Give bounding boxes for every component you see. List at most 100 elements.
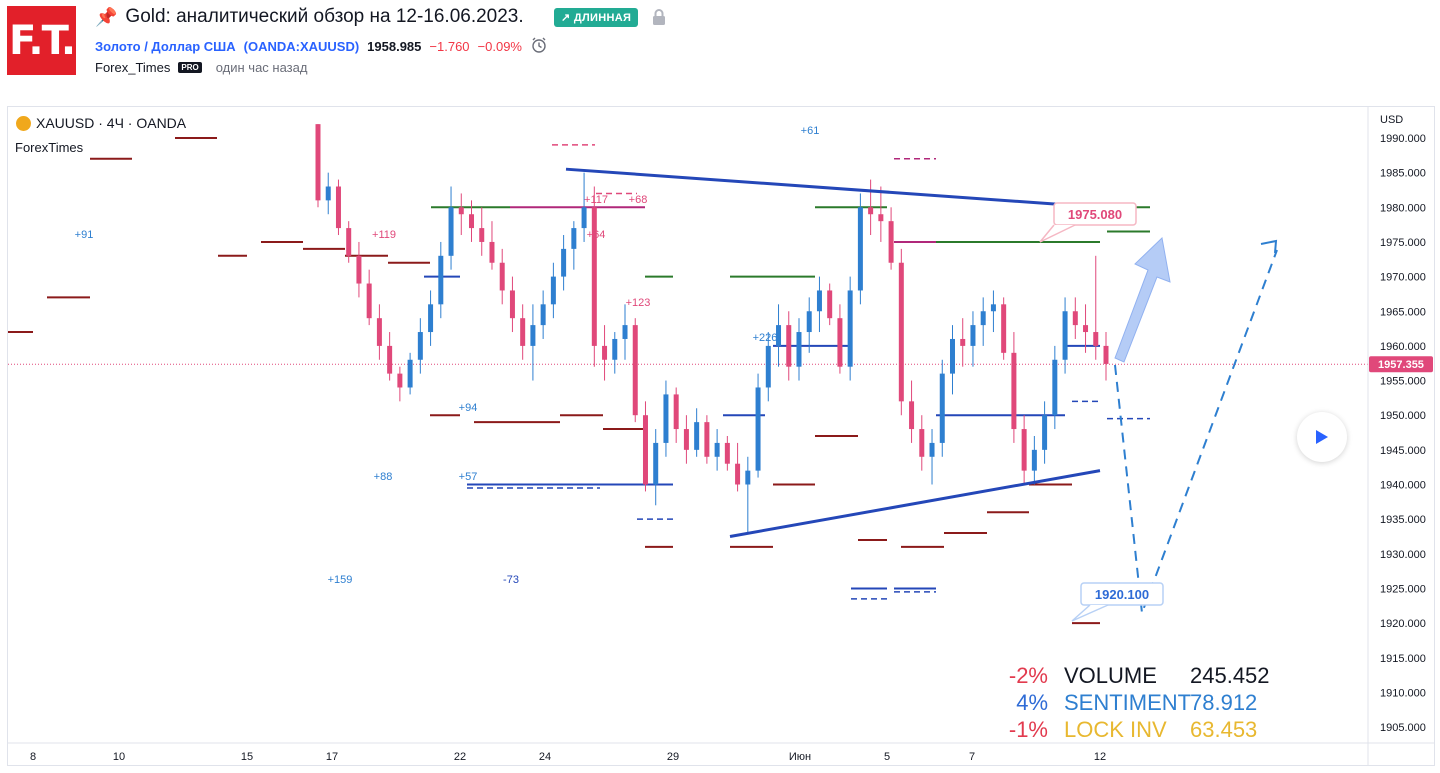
marker-label: +119 — [372, 229, 396, 241]
candle-body — [530, 325, 536, 346]
price-tick-label: 1960.000 — [1380, 341, 1426, 353]
author-name[interactable]: Forex_Times — [95, 60, 171, 75]
candle-body — [1072, 311, 1078, 326]
candle-body — [786, 325, 792, 367]
symbol-legend[interactable]: XAUUSD · 4Ч · OANDA — [16, 115, 186, 131]
stat-value: 63.453 — [1190, 717, 1258, 742]
alarm-clock-icon[interactable] — [530, 36, 548, 57]
candle-body — [714, 442, 720, 457]
lock-icon — [651, 8, 667, 31]
play-button[interactable] — [1297, 412, 1347, 462]
idea-title: 📌 Gold: аналитический обзор на 12-16.06.… — [95, 6, 524, 28]
gold-coin-icon — [16, 115, 31, 131]
marker-label: +61 — [801, 125, 820, 137]
candle-body — [622, 325, 628, 339]
candle-body — [673, 394, 679, 430]
candle-body — [438, 255, 444, 305]
candle-body — [520, 318, 526, 346]
upper-trendline — [565, 167, 1101, 209]
price-tick-label: 1945.000 — [1380, 445, 1426, 457]
candle-body — [540, 304, 546, 326]
candle-body — [663, 394, 669, 443]
candle-body — [397, 373, 403, 388]
stat-value: 245.452 — [1190, 663, 1270, 688]
price-tick-label: 1980.000 — [1380, 202, 1426, 214]
author-row: Forex_Times PRO один час назад — [95, 60, 307, 75]
indicator-name: ForexTimes — [15, 140, 84, 155]
candle-body — [1052, 359, 1058, 416]
candle-body — [857, 207, 863, 291]
time-tick-label: 22 — [454, 751, 466, 763]
candle-body — [980, 311, 986, 326]
posted-time: один час назад — [215, 60, 308, 75]
candle-body — [796, 332, 802, 367]
marker-label: +94 — [459, 402, 478, 414]
instrument-link[interactable]: Золото / Доллар США — [95, 39, 236, 54]
stat-row: -2% VOLUME 245.452 — [990, 663, 1270, 689]
price-tick-label: 1930.000 — [1380, 549, 1426, 561]
analysis-overlay: 1975.080 1920.100 +91 +119 +117 +68 +64 +123 +61… — [75, 125, 1278, 622]
candle-body — [1021, 429, 1027, 471]
candle-body — [335, 186, 341, 229]
price-tick-label: 1985.000 — [1380, 168, 1426, 180]
price-tick-label: 1965.000 — [1380, 306, 1426, 318]
candle-body — [642, 415, 648, 485]
symbol-line: XAUUSD · 4Ч · OANDA — [36, 115, 187, 131]
marker-label: +117 — [584, 194, 608, 206]
current-price-label: 1957.355 — [1378, 359, 1424, 371]
pin-icon: 📌 — [95, 6, 118, 27]
long-badge: ↗ ДЛИННАЯ — [554, 8, 639, 27]
time-tick-label: 29 — [667, 751, 679, 763]
candle-body — [1042, 415, 1048, 450]
candle-body — [356, 255, 362, 284]
candle-body — [755, 387, 761, 471]
candle-body — [417, 332, 423, 360]
candle-body — [939, 373, 945, 443]
candles — [315, 124, 1109, 534]
target-down-label: 1920.100 — [1095, 587, 1149, 602]
candle-body — [827, 290, 833, 319]
stat-pct: 4% — [1016, 690, 1048, 715]
candle-body — [704, 422, 710, 457]
candle-body — [745, 470, 751, 485]
candle-body — [735, 463, 741, 485]
candle-body — [428, 304, 434, 333]
lower-trendline — [729, 469, 1101, 538]
pro-badge: PRO — [178, 62, 202, 73]
stat-pct: -1% — [1008, 717, 1048, 742]
time-tick-label: Июн — [789, 751, 811, 763]
candle-body — [591, 207, 597, 346]
candle-body — [960, 338, 966, 346]
time-tick-label: 10 — [113, 751, 125, 763]
candle-body — [694, 422, 700, 450]
candle-body — [837, 318, 843, 367]
candle-body — [776, 325, 782, 346]
candle-body — [376, 318, 382, 346]
target-down-label-box — [1080, 582, 1164, 606]
forex-times-logo: F.T. — [7, 6, 76, 75]
price-tick-label: 1940.000 — [1380, 480, 1426, 492]
candle-body — [970, 325, 976, 346]
last-price: 1958.985 — [367, 39, 422, 54]
price-tick-label: 1975.000 — [1380, 237, 1426, 249]
candle-body — [509, 290, 515, 319]
candle-body — [561, 248, 567, 277]
instrument-ticker[interactable]: (OANDA:XAUUSD) — [243, 39, 360, 54]
candle-body — [469, 214, 475, 229]
marker-label: +123 — [626, 297, 651, 309]
candle-body — [407, 359, 413, 388]
price-tick-label: 1950.000 — [1380, 410, 1426, 422]
stat-name: SENTIMENT — [1064, 690, 1192, 715]
candle-body — [683, 429, 689, 450]
currency-label: USD — [1380, 114, 1403, 126]
time-tick-label: 24 — [539, 751, 551, 763]
candle-body — [1031, 449, 1037, 471]
price-tick-label: 1970.000 — [1380, 272, 1426, 284]
stat-name: VOLUME — [1064, 663, 1157, 688]
time-tick-label: 15 — [241, 751, 253, 763]
candle-body — [724, 442, 730, 464]
candle-body — [765, 345, 771, 388]
stat-value: 78.912 — [1190, 690, 1258, 715]
candle-body — [366, 283, 372, 319]
